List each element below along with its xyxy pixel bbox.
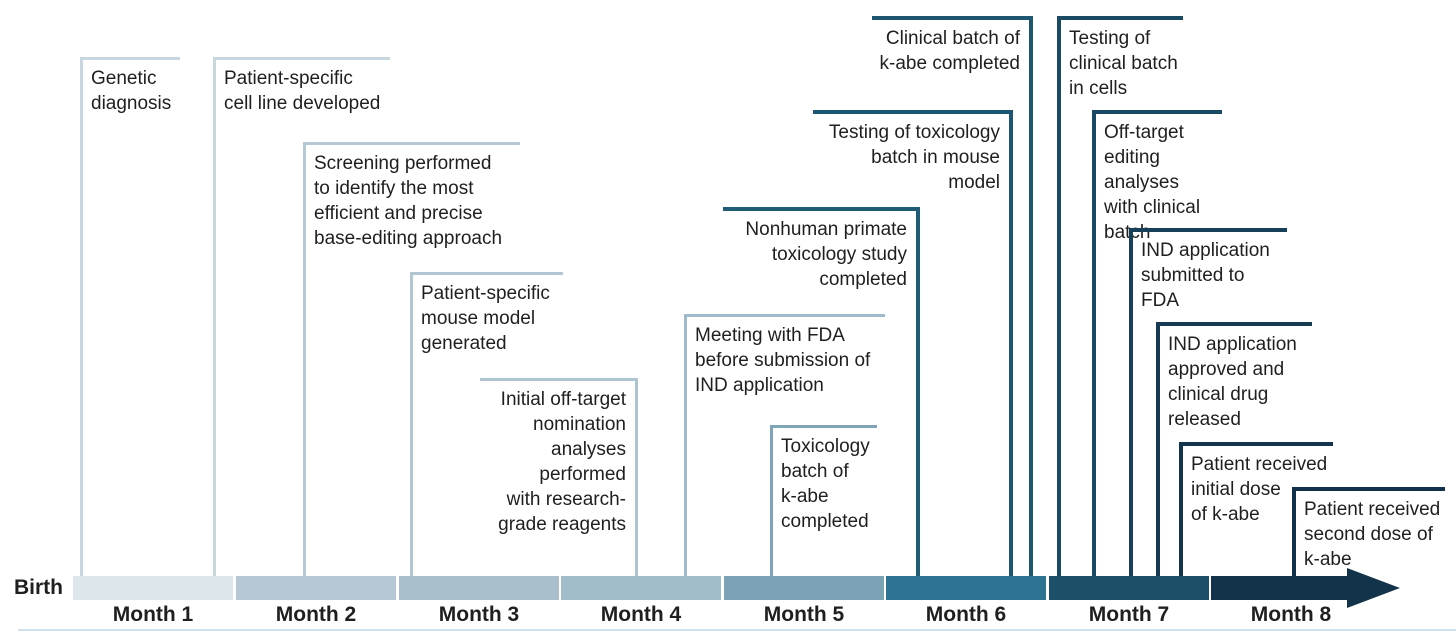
milestone-label: Testing of toxicology batch in mouse mod… xyxy=(828,122,1000,193)
milestone-label: Nonhuman primate toxicology study comple… xyxy=(745,219,907,290)
month-segment-5 xyxy=(724,576,884,600)
milestone-label: Clinical batch of k-abe completed xyxy=(879,28,1020,74)
month-segment-1 xyxy=(73,576,233,600)
month-label-5: Month 5 xyxy=(763,603,845,626)
month-label-4: Month 4 xyxy=(600,603,682,626)
milestone-label: Patient received initial dose of k-abe xyxy=(1191,454,1328,525)
month-label-7: Month 7 xyxy=(1088,603,1170,626)
milestone-label: Screening performed to identify the most… xyxy=(314,153,503,249)
milestone-label: Patient-specific mouse model generated xyxy=(421,283,550,354)
milestone-cell-line-developed: Patient-specific cell line developed xyxy=(213,57,390,576)
milestone-label: Genetic diagnosis xyxy=(91,68,172,114)
milestone-fda-meeting: Meeting with FDA before submission of IN… xyxy=(684,314,885,576)
milestone-label: Initial off-target nomination analyses p… xyxy=(498,389,626,535)
milestone-initial-dose: Patient received initial dose of k-abe xyxy=(1179,442,1333,576)
milestone-label: IND application submitted to FDA xyxy=(1141,240,1270,311)
milestone-off-target-editing: Off-target editing analyses with clinica… xyxy=(1092,110,1222,576)
birth-label: Birth xyxy=(14,576,63,599)
milestone-genetic-diagnosis: Genetic diagnosis xyxy=(80,57,180,576)
milestone-second-dose: Patient received second dose of k-abe xyxy=(1292,487,1445,576)
milestone-ind-approved: IND application approved and clinical dr… xyxy=(1156,322,1312,576)
milestone-label: IND application approved and clinical dr… xyxy=(1168,334,1297,430)
month-label-1: Month 1 xyxy=(112,603,194,626)
month-label-3: Month 3 xyxy=(438,603,520,626)
milestone-testing-clinical-cells: Testing of clinical batch in cells xyxy=(1057,16,1183,576)
milestone-label: Patient received second dose of k-abe xyxy=(1304,499,1441,570)
arrow-head-icon xyxy=(1347,568,1400,608)
month-label-2: Month 2 xyxy=(275,603,357,626)
milestone-mouse-model-generated: Patient-specific mouse model generated xyxy=(410,272,563,576)
milestone-label: Toxicology batch of k-abe completed xyxy=(781,436,870,532)
month-segment-3 xyxy=(399,576,559,600)
month-segment-7 xyxy=(1049,576,1209,600)
month-segment-6 xyxy=(886,576,1046,600)
milestone-clinical-batch-complete: Clinical batch of k-abe completed xyxy=(872,16,1033,576)
month-segment-4 xyxy=(561,576,721,600)
milestone-off-target-nomination: Initial off-target nomination analyses p… xyxy=(480,378,638,576)
month-segment-2 xyxy=(236,576,396,600)
milestone-label: Testing of clinical batch in cells xyxy=(1069,28,1178,99)
milestone-testing-tox-mouse: Testing of toxicology batch in mouse mod… xyxy=(813,110,1013,576)
month-label-6: Month 6 xyxy=(925,603,1007,626)
milestone-label: Patient-specific cell line developed xyxy=(224,68,381,114)
milestone-ind-submitted: IND application submitted to FDA xyxy=(1129,228,1287,576)
month-segment-8 xyxy=(1211,576,1347,600)
milestone-nonhuman-primate-study: Nonhuman primate toxicology study comple… xyxy=(723,207,920,576)
milestone-label: Off-target editing analyses with clinica… xyxy=(1104,122,1201,243)
milestone-toxicology-batch: Toxicology batch of k-abe completed xyxy=(770,425,877,576)
baseline-rule xyxy=(18,629,1456,631)
milestone-label: Meeting with FDA before submission of IN… xyxy=(695,325,871,396)
month-label-8: Month 8 xyxy=(1250,603,1332,626)
milestone-screening-performed: Screening performed to identify the most… xyxy=(303,142,520,576)
